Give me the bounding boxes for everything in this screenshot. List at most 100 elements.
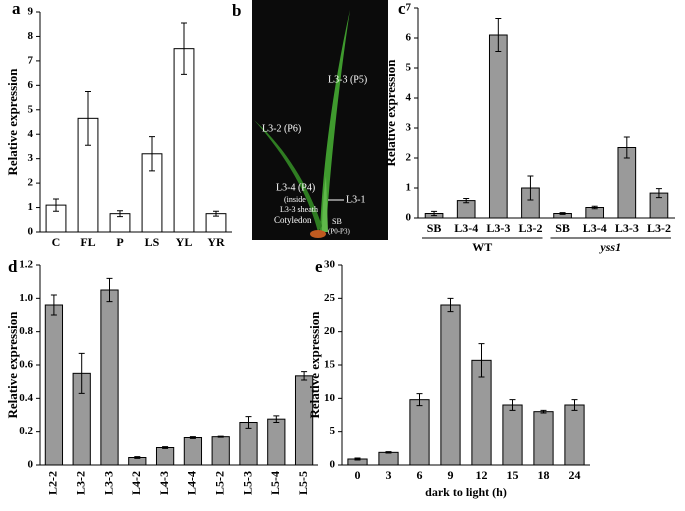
y-axis-label: Relative expression [307, 311, 322, 419]
bar [378, 451, 399, 466]
x-tick-label: L3-3 [486, 221, 510, 235]
y-axis-label: Relative expression [383, 59, 398, 167]
x-tick-label: FL [80, 235, 95, 249]
error-bar [463, 198, 470, 204]
x-tick-label: 9 [448, 468, 454, 482]
photo-label: L3-2 (P6) [262, 123, 301, 134]
y-tick-label: 0.6 [19, 359, 33, 371]
error-bar [85, 90, 91, 146]
photo-label: L3-4 (P4) [276, 182, 315, 193]
x-tick-label: C [52, 235, 61, 249]
error-bar [117, 210, 123, 218]
x-tick-label: LS [145, 235, 160, 249]
error-bar [301, 371, 308, 381]
error-bar [527, 175, 534, 201]
photo-label: L3-3 (P5) [328, 74, 367, 85]
y-tick-label: 9 [28, 6, 34, 18]
bar [488, 34, 508, 219]
error-bar [623, 136, 630, 159]
panel-letter: b [232, 1, 241, 20]
photo-label: L3-1 [346, 194, 365, 205]
y-tick-label: 1 [406, 182, 412, 194]
error-bar [53, 198, 59, 212]
error-bar [181, 22, 187, 75]
photo-label: L3-3 sheath [280, 205, 318, 214]
bar [440, 304, 461, 466]
y-tick-label: 7 [28, 54, 34, 66]
bar [155, 447, 175, 466]
x-tick-label: L3-4 [454, 221, 478, 235]
error-bar [134, 456, 141, 459]
error-bar [50, 294, 57, 316]
x-tick-label: L3-3 [101, 471, 115, 495]
bar [100, 289, 119, 466]
y-tick-label: 25 [324, 292, 336, 304]
error-bar [149, 136, 155, 172]
y-tick-label: 1.2 [19, 259, 33, 271]
y-axis-label: Relative expression [5, 68, 20, 176]
y-tick-label: 0 [28, 459, 34, 471]
x-axis-label: dark to light (h) [425, 485, 507, 499]
x-tick-label: 12 [476, 468, 488, 482]
x-tick-label: 0 [355, 468, 361, 482]
y-tick-label: 5 [406, 62, 412, 74]
error-bar [385, 451, 392, 454]
y-tick-label: 0.8 [19, 325, 33, 337]
bar [44, 304, 64, 466]
photo: L3-3 (P5) L3-2 (P6) L3-4 (P4) (inside L3… [232, 0, 388, 240]
x-tick-label: L4-4 [185, 471, 199, 495]
photo-label: (inside [284, 195, 306, 204]
y-tick-label: 3 [406, 122, 412, 134]
x-tick-label: L5-3 [240, 471, 254, 495]
bar [239, 422, 258, 466]
x-tick-label: YL [176, 235, 193, 249]
y-tick-label: 5 [28, 103, 34, 115]
error-bar [509, 399, 516, 411]
y-tick-label: 1 [28, 201, 34, 213]
photo-label: (P0-P3) [328, 228, 350, 236]
y-tick-label: 6 [28, 79, 34, 91]
y-tick-label: 8 [28, 30, 34, 42]
x-tick-label: L3-2 [73, 471, 87, 495]
y-tick-label: 0 [406, 212, 412, 224]
x-tick-label: L4-3 [157, 471, 171, 495]
leaf [322, 176, 328, 232]
x-tick-label: L3-4 [583, 221, 607, 235]
y-tick-label: 0.2 [19, 425, 33, 437]
y-tick-label: 5 [330, 425, 336, 437]
error-bar [540, 409, 547, 414]
bar [211, 436, 230, 466]
x-tick-label: P [116, 235, 123, 249]
y-tick-label: 15 [324, 359, 336, 371]
bar [456, 200, 476, 219]
error-bar [495, 18, 502, 52]
x-tick-label: L3-3 [615, 221, 639, 235]
x-tick-label: L3-2 [518, 221, 542, 235]
photo-label: SB [332, 217, 342, 226]
error-bar [217, 435, 224, 438]
photo-background [252, 0, 388, 240]
y-tick-label: 10 [324, 392, 336, 404]
error-bar [162, 446, 169, 449]
group-label: yss1 [598, 240, 621, 254]
bar [173, 48, 195, 233]
bar [564, 404, 585, 466]
panel-letter: d [8, 257, 18, 276]
panel-letter: e [315, 257, 323, 276]
photo-label: Cotyledon [274, 215, 312, 225]
x-tick-label: SB [555, 221, 570, 235]
leaf [254, 120, 322, 232]
x-tick-label: L4-2 [129, 471, 143, 495]
bar [533, 411, 554, 466]
y-tick-label: 3 [28, 152, 34, 164]
error-bar [273, 415, 280, 423]
y-tick-label: 7 [406, 2, 412, 14]
leaf [320, 10, 350, 232]
y-tick-label: 4 [28, 128, 34, 140]
y-tick-label: 0 [330, 459, 336, 471]
error-bar [78, 352, 85, 394]
y-tick-label: 20 [324, 325, 336, 337]
y-tick-label: 2 [28, 177, 34, 189]
error-bar [189, 436, 196, 439]
